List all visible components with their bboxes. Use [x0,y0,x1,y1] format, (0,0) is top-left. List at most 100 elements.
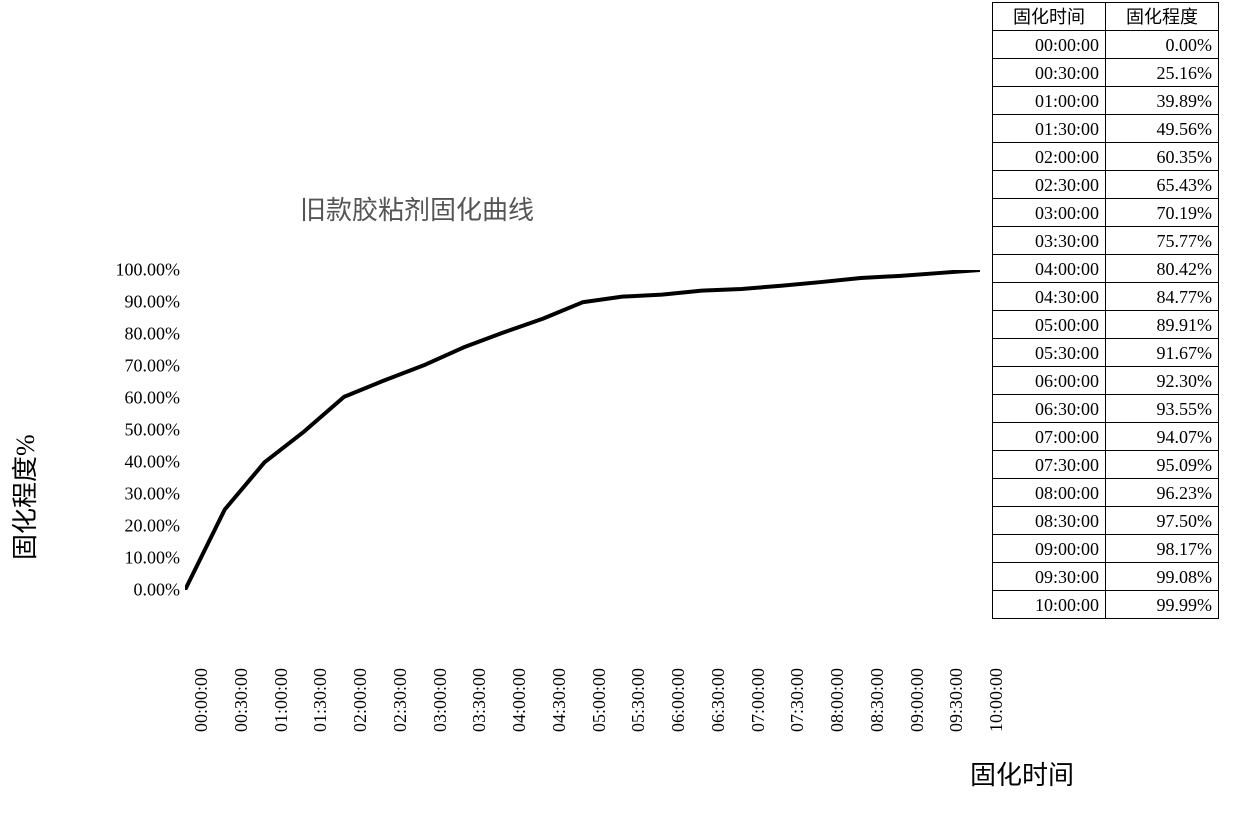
y-axis-labels: 0.00%10.00%20.00%30.00%40.00%50.00%60.00… [100,270,180,590]
cell-time: 04:30:00 [993,283,1106,311]
cell-time: 01:00:00 [993,87,1106,115]
table-row: 07:30:0095.09% [993,451,1219,479]
table-row: 10:00:0099.99% [993,591,1219,619]
x-tick-label: 03:00:00 [430,668,451,732]
cell-time: 06:00:00 [993,367,1106,395]
chart-plot-area [185,270,980,590]
table-row: 05:00:0089.91% [993,311,1219,339]
cell-time: 05:30:00 [993,339,1106,367]
line-chart-svg [185,270,980,590]
y-tick-label: 100.00% [100,260,180,281]
x-axis-labels: 00:00:0000:30:0001:00:0001:30:0002:00:00… [185,610,980,730]
cell-time: 00:30:00 [993,59,1106,87]
table-row: 02:30:0065.43% [993,171,1219,199]
y-tick-label: 90.00% [100,292,180,313]
x-tick-label: 07:30:00 [787,668,808,732]
table-row: 08:00:0096.23% [993,479,1219,507]
x-tick-label: 08:30:00 [867,668,888,732]
y-tick-label: 40.00% [100,452,180,473]
table-header-row: 固化时间 固化程度 [993,3,1219,31]
cell-time: 07:30:00 [993,451,1106,479]
y-tick-label: 50.00% [100,420,180,441]
cell-degree: 70.19% [1106,199,1219,227]
x-tick-label: 05:00:00 [589,668,610,732]
table-row: 01:00:0039.89% [993,87,1219,115]
cell-degree: 99.99% [1106,591,1219,619]
x-tick-label: 09:00:00 [907,668,928,732]
table-header-degree: 固化程度 [1106,3,1219,31]
x-tick-label: 10:00:00 [986,668,1007,732]
y-tick-label: 60.00% [100,388,180,409]
cell-degree: 94.07% [1106,423,1219,451]
cell-degree: 39.89% [1106,87,1219,115]
x-tick-label: 03:30:00 [469,668,490,732]
cell-time: 01:30:00 [993,115,1106,143]
cell-degree: 99.08% [1106,563,1219,591]
cell-degree: 49.56% [1106,115,1219,143]
table-row: 06:00:0092.30% [993,367,1219,395]
x-tick-label: 02:30:00 [390,668,411,732]
cell-time: 09:00:00 [993,535,1106,563]
cell-degree: 93.55% [1106,395,1219,423]
cell-degree: 0.00% [1106,31,1219,59]
cell-time: 07:00:00 [993,423,1106,451]
cell-time: 04:00:00 [993,255,1106,283]
figure-container: 旧款胶粘剂固化曲线 固化程度% 0.00% 10.00% 20.00% 30.00% 4… [0,0,1240,820]
cell-degree: 97.50% [1106,507,1219,535]
cell-degree: 89.91% [1106,311,1219,339]
y-tick-label: 80.00% [100,324,180,345]
table-row: 03:30:0075.77% [993,227,1219,255]
y-tick-label: 0.00% [100,580,180,601]
y-tick-label: 10.00% [100,548,180,569]
cell-degree: 75.77% [1106,227,1219,255]
x-tick-label: 07:00:00 [748,668,769,732]
table-row: 04:00:0080.42% [993,255,1219,283]
table-row: 08:30:0097.50% [993,507,1219,535]
table-row: 00:30:0025.16% [993,59,1219,87]
table-row: 09:00:0098.17% [993,535,1219,563]
x-tick-label: 05:30:00 [628,668,649,732]
y-axis-title: 固化程度% [5,434,42,560]
table-row: 04:30:0084.77% [993,283,1219,311]
curing-curve-line [185,270,980,590]
cell-degree: 80.42% [1106,255,1219,283]
cell-time: 10:00:00 [993,591,1106,619]
x-tick-label: 04:00:00 [509,668,530,732]
table-row: 02:00:0060.35% [993,143,1219,171]
cell-time: 09:30:00 [993,563,1106,591]
cell-time: 02:30:00 [993,171,1106,199]
x-tick-label: 06:00:00 [668,668,689,732]
cell-degree: 60.35% [1106,143,1219,171]
x-tick-label: 00:00:00 [191,668,212,732]
table-row: 07:00:0094.07% [993,423,1219,451]
cell-degree: 92.30% [1106,367,1219,395]
cell-time: 02:00:00 [993,143,1106,171]
chart-title: 旧款胶粘剂固化曲线 [300,190,534,227]
cell-time: 03:00:00 [993,199,1106,227]
cell-time: 08:00:00 [993,479,1106,507]
x-tick-label: 04:30:00 [549,668,570,732]
table-header-time: 固化时间 [993,3,1106,31]
x-axis-title: 固化时间 [970,755,1074,792]
table-row: 05:30:0091.67% [993,339,1219,367]
cell-time: 08:30:00 [993,507,1106,535]
data-table: 固化时间 固化程度 00:00:000.00%00:30:0025.16%01:… [992,2,1219,619]
cell-degree: 84.77% [1106,283,1219,311]
y-tick-label: 30.00% [100,484,180,505]
cell-degree: 96.23% [1106,479,1219,507]
cell-time: 06:30:00 [993,395,1106,423]
table-row: 01:30:0049.56% [993,115,1219,143]
cell-time: 00:00:00 [993,31,1106,59]
cell-degree: 65.43% [1106,171,1219,199]
table-row: 00:00:000.00% [993,31,1219,59]
table-row: 06:30:0093.55% [993,395,1219,423]
x-tick-label: 09:30:00 [946,668,967,732]
cell-degree: 91.67% [1106,339,1219,367]
cell-degree: 98.17% [1106,535,1219,563]
x-tick-label: 02:00:00 [350,668,371,732]
table-row: 03:00:0070.19% [993,199,1219,227]
cell-degree: 25.16% [1106,59,1219,87]
y-tick-label: 20.00% [100,516,180,537]
cell-time: 03:30:00 [993,227,1106,255]
cell-time: 05:00:00 [993,311,1106,339]
